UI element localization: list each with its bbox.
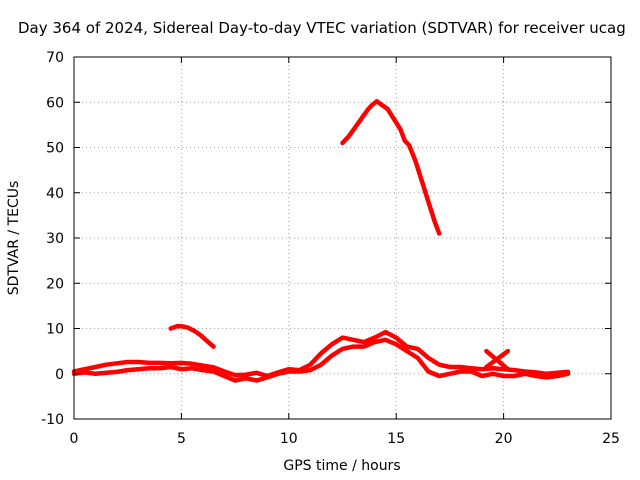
y-axis-label: SDTVAR / TECUs: [6, 181, 22, 296]
x-axis-ticks: 0 5 10 15 20 25: [70, 57, 620, 447]
x-tick-label: 25: [602, 431, 620, 447]
x-tick-label: 0: [70, 431, 79, 447]
x-tick-label: 10: [280, 431, 298, 447]
series-line-peak-14h: [340, 99, 442, 236]
y-tick-label: 30: [46, 231, 64, 247]
x-tick-label: 5: [177, 431, 186, 447]
y-tick-label: 40: [46, 186, 64, 202]
x-tick-label: 20: [495, 431, 513, 447]
series-line-cross-19.7h-b: [484, 348, 511, 370]
y-tick-label: 10: [46, 322, 64, 338]
data-series: [71, 99, 571, 383]
x-axis-label: GPS time / hours: [283, 458, 400, 474]
y-tick-label: -10: [41, 412, 64, 428]
y-tick-label: 70: [46, 50, 64, 66]
y-tick-label: 60: [46, 95, 64, 111]
y-tick-label: 0: [55, 367, 64, 383]
series-line-band-low-lower: [71, 337, 571, 383]
y-tick-label: 50: [46, 141, 64, 157]
y-axis-ticks: -10 0 10 20 30 40 50 60 70: [41, 50, 611, 428]
x-tick-label: 15: [387, 431, 405, 447]
y-tick-label: 20: [46, 276, 64, 292]
chart-title: Day 364 of 2024, Sidereal Day-to-day VTE…: [18, 19, 626, 37]
series-line-arc-5h: [168, 323, 216, 349]
grid-lines: [74, 57, 611, 419]
